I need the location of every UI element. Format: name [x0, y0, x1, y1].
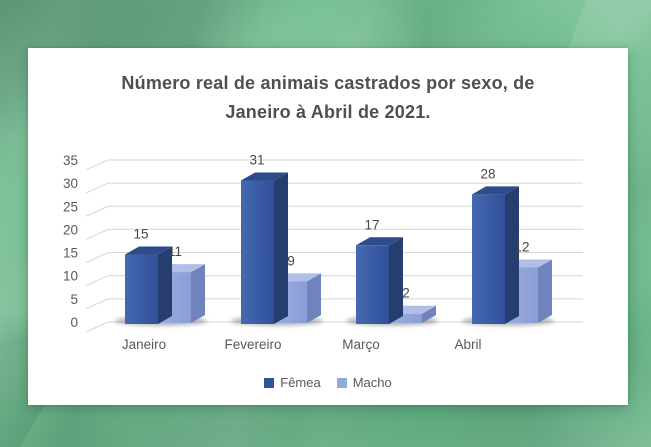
bar-side-femea: [274, 172, 288, 324]
value-label-femea: 28: [480, 166, 495, 181]
bar-top-femea: [356, 237, 403, 246]
bar-front-femea: [125, 254, 158, 324]
gridline-35: [85, 159, 583, 171]
chart-title-line-1: Número real de animais castrados por sex…: [121, 73, 535, 93]
y-axis-tick-label: 5: [70, 292, 78, 307]
gridline-5: [85, 298, 583, 310]
bar-front-femea: [472, 194, 505, 324]
x-axis-category-label: Fevereiro: [224, 337, 281, 352]
bar-chart-canvas: 0 5 10 15 20 25 30 35 15 11 Janeiro 31 9 Fevereiro 17 2…: [63, 152, 583, 352]
bar-front-femea: [356, 245, 389, 324]
chart-title-line-2: Janeiro à Abril de 2021.: [225, 102, 431, 122]
bar-side-macho: [538, 259, 552, 323]
legend-swatch-macho: [336, 377, 347, 388]
bar-front-femea: [241, 180, 274, 324]
y-axis-tick-label: 30: [63, 176, 78, 191]
bar-side-macho: [191, 264, 205, 323]
bar-side-macho: [422, 305, 436, 323]
y-axis-tick-label: 15: [63, 246, 78, 261]
gridline-30: [85, 182, 583, 194]
bar-top-femea: [472, 186, 519, 195]
gridline-10: [85, 275, 583, 287]
value-label-macho: 11: [168, 244, 182, 259]
x-axis-category-label: Março: [342, 337, 380, 352]
bar-top-femea: [241, 172, 288, 181]
chart-title: Número real de animais castrados por sex…: [28, 69, 628, 127]
legend-label-macho: Macho: [352, 375, 392, 390]
y-axis-tick-label: 35: [63, 153, 78, 168]
bar-front-macho: [389, 313, 422, 323]
y-axis-tick-label: 0: [70, 315, 78, 330]
legend-item-macho: Macho: [336, 375, 392, 390]
value-label-femea: 15: [133, 227, 148, 242]
value-label-femea: 17: [364, 217, 379, 232]
x-axis-category-label: Abril: [454, 337, 481, 352]
y-axis-tick-label: 25: [63, 199, 78, 214]
gridline-15: [85, 252, 583, 264]
bar-top-femea: [125, 246, 172, 255]
chart-panel: 0 5 10 15 20 25 30 35 15 11 Janeiro 31 9 Fevereiro 17 2…: [28, 48, 628, 405]
value-label-macho: 9: [287, 253, 295, 268]
legend-label-femea: Fêmea: [280, 375, 321, 390]
value-label-macho: 2: [402, 286, 410, 301]
gridline-25: [85, 205, 583, 217]
x-axis-category-label: Janeiro: [122, 337, 166, 352]
bar-side-femea: [158, 246, 172, 324]
legend-swatch-femea: [264, 377, 275, 388]
legend-item-femea: Fêmea: [264, 375, 321, 390]
bar-side-femea: [505, 186, 519, 324]
gridline-20: [85, 228, 583, 240]
bar-side-macho: [307, 273, 321, 323]
y-axis-tick-label: 10: [63, 269, 78, 284]
y-axis-tick-label: 20: [63, 222, 78, 237]
chart-legend: Fêmea Macho: [28, 375, 628, 390]
bar-side-femea: [389, 237, 403, 324]
value-label-femea: 31: [249, 152, 264, 167]
value-label-macho: 12: [514, 239, 529, 254]
